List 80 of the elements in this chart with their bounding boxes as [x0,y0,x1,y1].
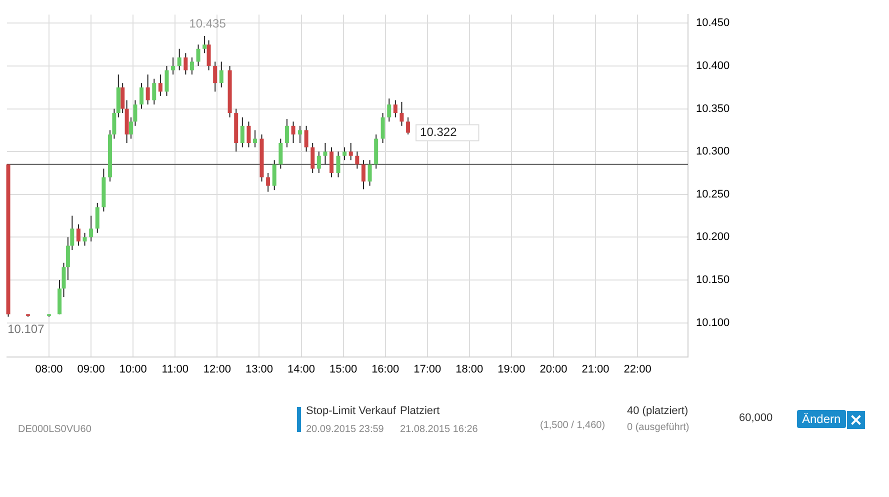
x-tick-label: 22:00 [624,364,652,376]
candlestick [120,82,125,114]
candlestick [393,100,398,118]
candlestick [368,160,372,186]
candlestick [316,151,321,174]
candlestick [355,151,360,170]
candlestick [82,232,87,246]
x-tick-label: 20:00 [540,364,568,376]
x-tick-label: 14:00 [287,364,316,376]
text: 21.08.2015 16:26 [400,424,478,435]
annotation: 10.435 [189,16,226,30]
candlestick [164,65,169,96]
x-tick-label: 13:00 [245,364,273,376]
candlestick [284,118,289,148]
candlestick [171,56,176,76]
candlestick [278,138,283,170]
x-tick-label: 16:00 [372,364,400,376]
candlestick [246,121,251,148]
candlestick [196,44,200,66]
candlestick [240,116,244,148]
y-tick-label: 10.450 [696,17,730,30]
candlestick [342,146,347,161]
candlestick [177,48,182,71]
y-tick-label: 10.250 [696,188,730,200]
text: 20.09.2015 23:59 [306,424,384,435]
candlestick [89,215,94,242]
candlestick [266,172,270,192]
text: Platziert [400,405,440,417]
candlestick [253,130,258,148]
candlestick [361,160,366,190]
candlestick [158,74,162,96]
y-tick-label: 10.400 [696,60,730,72]
candlestick [291,121,296,144]
candlestick [323,142,328,165]
text: (1,500 / 1,460) [540,420,606,431]
candlestick [387,98,392,122]
y-tick-label: 10.100 [696,316,730,329]
candlestick [298,125,302,144]
text: Stop-Limit Verkauf [306,405,396,417]
candlestick [95,202,100,234]
candlestick [146,74,150,105]
candlestick [213,61,218,92]
text: Ändern [797,410,846,428]
candlestick [336,151,340,178]
x-tick-label: 11:00 [162,364,189,376]
y-tick-label: 10.200 [696,231,730,244]
candlestick [219,61,224,88]
candlestick [272,160,276,191]
x-tick-label: 10:00 [119,364,147,376]
text: 60,000 [739,412,773,424]
x-tick-label: 09:00 [77,364,105,376]
candlestick [202,36,207,54]
candlestick [184,52,188,76]
candlestick [206,40,211,71]
candlestick [380,112,385,144]
x-tick-label: 21:00 [582,364,610,376]
text: 0 (ausgeführt) [627,422,690,433]
y-tick-label: 10.300 [696,146,730,158]
x-tick-label: 15:00 [330,364,358,376]
x-tick-label: 19:00 [498,364,526,376]
y-tick-label: 10.350 [696,102,730,115]
candlestick [310,142,315,174]
annotation: 10.107 [8,322,45,336]
text: DE000LS0VU60 [18,424,92,435]
y-tick-label: 10.150 [696,274,730,286]
annotation: 10.322 [420,125,458,140]
text: 40 (platziert) [627,405,688,417]
candlestick [406,116,410,135]
x-tick-label: 17:00 [414,364,442,376]
x-tick-label: 12:00 [203,364,231,376]
candlestick [400,101,404,126]
x-tick-label: 18:00 [456,364,484,376]
candlestick [348,142,353,161]
candlestick [330,146,334,178]
candlestick [76,224,80,246]
candlestick [152,78,156,105]
candlestick [190,56,194,76]
candlestick [140,82,144,110]
candlestick [304,125,308,152]
x-tick-label: 08:00 [35,364,63,376]
